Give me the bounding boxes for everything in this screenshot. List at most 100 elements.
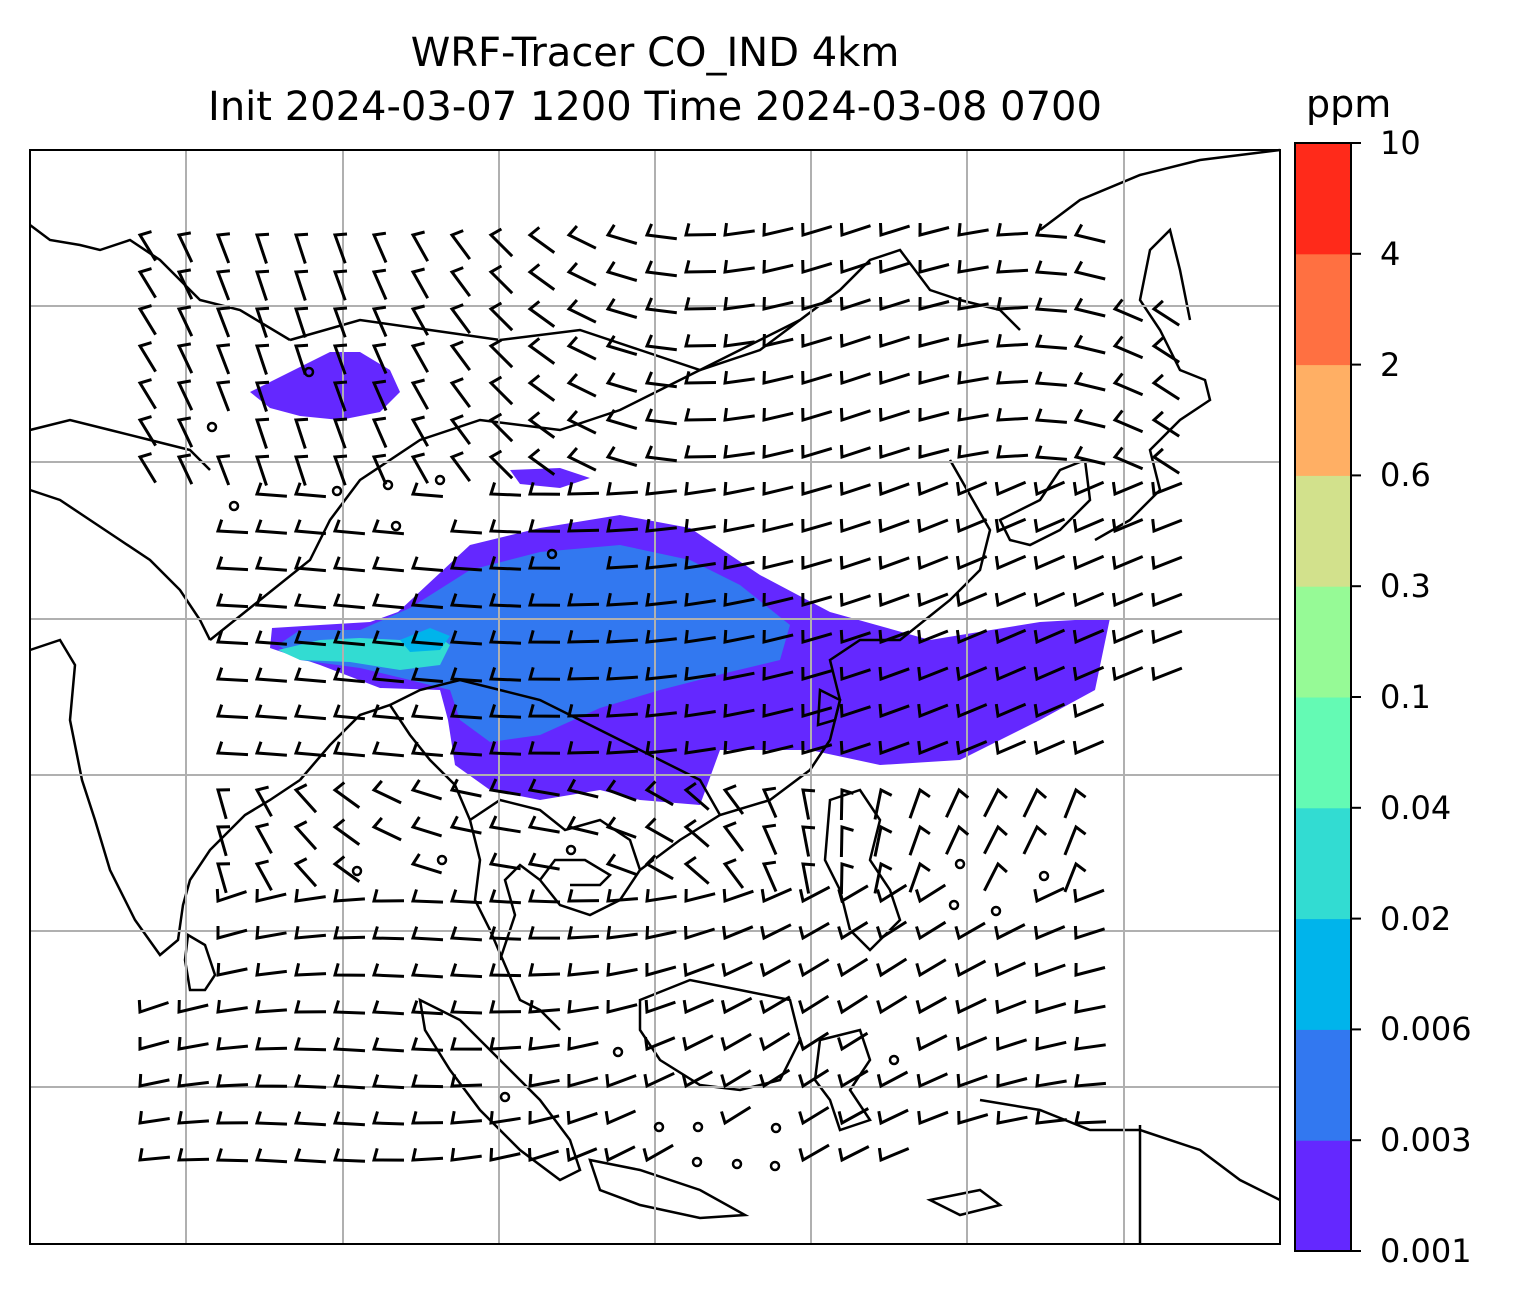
wind-barb [371, 342, 388, 375]
wind-barb [254, 630, 288, 646]
wind-barb [254, 482, 288, 498]
wind-barb [528, 999, 561, 1014]
wind-barb [684, 888, 716, 903]
wind-barb [996, 296, 1029, 311]
wind-barb [918, 222, 950, 237]
wind-barb [254, 454, 270, 486]
wind-barb [1063, 861, 1087, 893]
wind-barb [371, 816, 402, 842]
wind-barb [332, 519, 366, 536]
wind-barb [293, 857, 318, 888]
wind-barb [606, 592, 638, 607]
wind-barb [488, 741, 522, 756]
wind-barb [644, 780, 674, 807]
wind-barb [723, 592, 755, 607]
wind-barb [254, 1148, 288, 1164]
wind-barb [293, 593, 327, 610]
wind-barb [644, 999, 676, 1015]
coast-borneo [638, 978, 802, 1092]
wind-barb [915, 958, 947, 978]
wind-barb [876, 995, 908, 1015]
wind-barb [839, 825, 854, 858]
calm-wind-marker [1038, 870, 1050, 882]
wind-barb [411, 1111, 444, 1125]
wind-barb [798, 1143, 830, 1163]
wind-barb [567, 962, 599, 977]
wind-barb [449, 889, 482, 905]
wind-barb [1111, 555, 1144, 571]
wind-barb [1033, 591, 1066, 608]
wind-barb [410, 593, 444, 609]
wind-barb [332, 417, 348, 449]
wind-barb [332, 818, 361, 846]
wind-barb [488, 412, 514, 443]
wind-barb [176, 379, 194, 411]
wind-barb [839, 481, 871, 497]
wind-barb [1072, 517, 1105, 534]
wind-barb [801, 222, 833, 237]
colorbar-tick-label: 0.001 [1380, 1232, 1472, 1270]
wind-barb [372, 889, 405, 903]
wind-barb [488, 704, 522, 719]
wind-barb [527, 263, 556, 291]
wind-barb [918, 333, 950, 348]
wind-barb [293, 783, 318, 814]
wind-barb [449, 303, 472, 334]
wind-barb [1072, 591, 1105, 608]
wind-barb [801, 259, 833, 274]
wind-barb [760, 887, 793, 904]
wind-barb [798, 1068, 830, 1089]
wind-barb [410, 853, 443, 875]
wind-barb [1072, 480, 1105, 497]
wind-barb [1033, 925, 1066, 941]
wind-barb [684, 555, 716, 570]
wind-barb [527, 852, 560, 871]
wind-barb [878, 666, 910, 682]
wind-barb [798, 994, 830, 1015]
wind-barb [567, 740, 600, 755]
wind-barb [994, 480, 1027, 497]
wind-barb [918, 296, 950, 311]
wind-barb [839, 740, 871, 756]
wind-barb [723, 481, 755, 496]
wind-barb [215, 269, 231, 301]
map-title: WRF-Tracer CO_IND 4km [410, 30, 900, 76]
wind-barb [567, 703, 600, 718]
wind-barb [527, 300, 556, 328]
wind-barb [1073, 223, 1106, 244]
wind-barb [528, 593, 561, 607]
border-mongolia [289, 318, 801, 372]
wind-barb [762, 370, 794, 385]
wind-barb [683, 855, 710, 885]
wind-barb [333, 888, 366, 903]
wind-barb [1151, 447, 1181, 475]
wind-barb [954, 921, 986, 941]
wind-barb [137, 452, 157, 484]
wind-barb [293, 417, 309, 449]
wind-barb [254, 519, 288, 535]
wind-barb [332, 667, 366, 684]
wind-barb [567, 481, 600, 496]
wind-barb [876, 957, 908, 978]
wind-barb [956, 1073, 988, 1089]
wind-barb [684, 592, 716, 607]
wind-barb [605, 224, 638, 245]
wind-barb [293, 1074, 327, 1089]
wind-barb [176, 416, 194, 448]
coast-japan [1094, 227, 1212, 542]
calm-wind-marker [888, 1054, 900, 1066]
wind-barb [723, 555, 755, 570]
wind-barb [488, 852, 521, 871]
wind-barb [605, 1073, 637, 1089]
wind-barb [762, 333, 794, 348]
wind-barb [1151, 592, 1183, 608]
wind-barb [955, 555, 988, 571]
wind-barb [839, 555, 871, 571]
wind-barb [254, 343, 270, 375]
wind-barb [567, 999, 599, 1014]
border-indochina-interior [389, 678, 722, 816]
wind-barb [760, 923, 792, 941]
wind-barb [410, 230, 430, 262]
wind-barb [684, 740, 716, 755]
wind-barb [1074, 999, 1106, 1014]
